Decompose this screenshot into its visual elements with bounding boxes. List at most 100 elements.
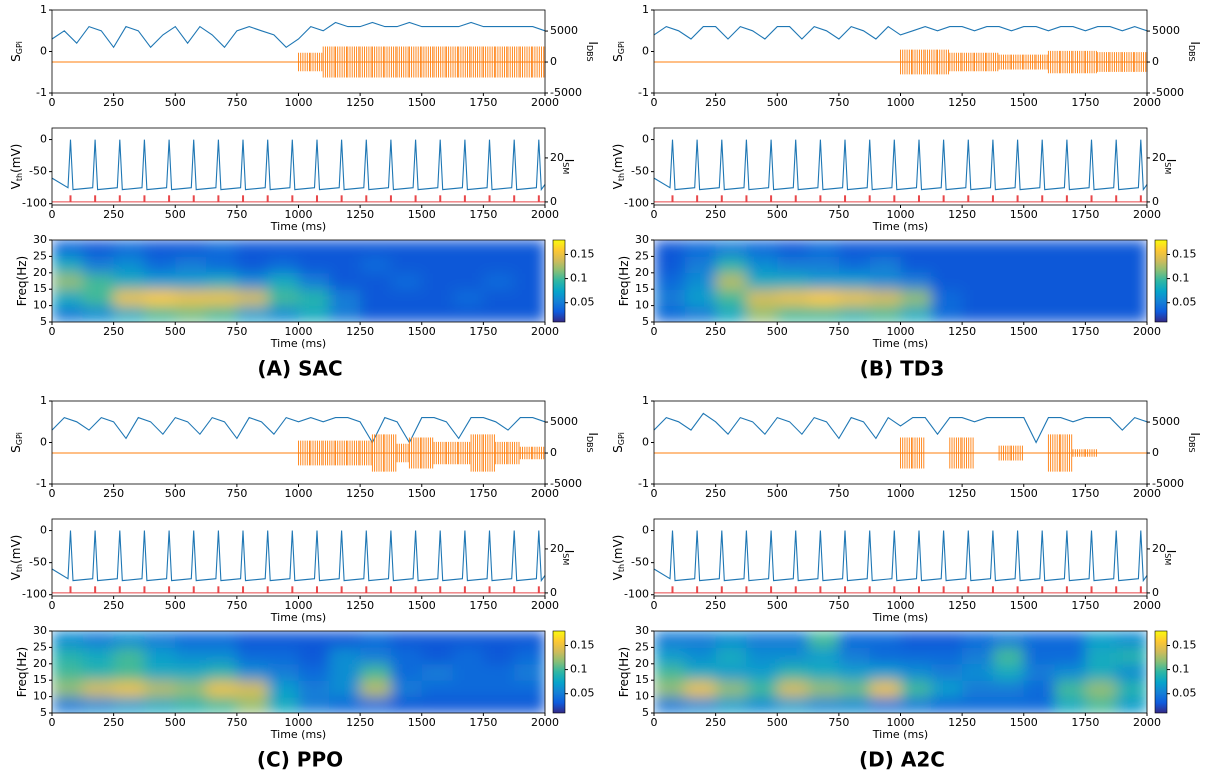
stim-burst bbox=[384, 46, 397, 78]
heat-cell bbox=[1116, 289, 1147, 307]
heat-cell bbox=[962, 256, 994, 274]
heat-cell bbox=[514, 289, 545, 307]
stim-pulse bbox=[1115, 195, 1118, 202]
stim-burst bbox=[421, 46, 434, 78]
heat-cell bbox=[746, 256, 778, 274]
colorbar bbox=[552, 630, 566, 714]
stim-pulse bbox=[1065, 195, 1068, 202]
heat-cell bbox=[777, 256, 809, 274]
heat-cell bbox=[715, 305, 748, 322]
x-tick-label: 1000 bbox=[285, 325, 313, 338]
heat-cell bbox=[715, 631, 748, 648]
x-tick-label: 1250 bbox=[346, 325, 374, 338]
heat-cell bbox=[360, 631, 392, 648]
y-tick-label: 30 bbox=[33, 233, 47, 246]
heat-cell bbox=[452, 631, 484, 648]
heat-cell bbox=[808, 647, 840, 665]
heat-cell bbox=[236, 680, 269, 698]
y-axis-label-part: th bbox=[15, 564, 24, 572]
heat-cell bbox=[390, 663, 423, 681]
y-tick-label: 0 bbox=[40, 45, 47, 58]
heat-cell bbox=[144, 240, 176, 257]
heat-cell bbox=[206, 240, 238, 257]
colorbar-tick-label: 0.15 bbox=[1172, 638, 1197, 651]
heat-cell bbox=[421, 256, 454, 274]
stim-pulse bbox=[770, 586, 773, 593]
heat-cell bbox=[267, 256, 300, 274]
y2-axis-label-part: DBS bbox=[1188, 45, 1197, 62]
y-axis-label-part: th bbox=[15, 173, 24, 181]
y2-axis-label-part: I bbox=[1165, 550, 1179, 554]
heat-cell bbox=[1023, 647, 1056, 665]
heatmap-cells bbox=[654, 631, 1147, 713]
heat-cell bbox=[144, 696, 176, 713]
stim-pulse bbox=[266, 195, 269, 202]
stim-burst bbox=[371, 434, 384, 472]
heat-cell bbox=[329, 647, 361, 665]
x-axis-label: Time (ms) bbox=[872, 220, 928, 233]
colorbar-tick-label: 0.1 bbox=[570, 272, 588, 285]
x-tick-label: 2000 bbox=[1133, 716, 1161, 729]
y-axis-label: SGPi bbox=[611, 432, 626, 453]
y-tick-label: 1 bbox=[642, 3, 649, 16]
heat-cell bbox=[1023, 680, 1056, 698]
heat-cell bbox=[777, 663, 809, 681]
heat-cell bbox=[144, 289, 176, 307]
heat-cell bbox=[298, 289, 330, 307]
heat-cell bbox=[236, 663, 269, 681]
x-tick-label: 1250 bbox=[346, 96, 374, 109]
y-axis-label-part: (mV) bbox=[611, 535, 625, 564]
x-tick-label: 1250 bbox=[948, 96, 976, 109]
stim-pulse bbox=[745, 195, 748, 202]
stim-burst bbox=[900, 49, 912, 75]
heat-cell bbox=[236, 647, 269, 665]
heat-cell bbox=[654, 663, 686, 681]
heat-cell bbox=[175, 680, 207, 698]
heat-cell bbox=[1023, 696, 1056, 713]
panel-caption: (A) SAC bbox=[257, 357, 342, 381]
y2-tick-label: 0 bbox=[550, 446, 557, 459]
stim-burst bbox=[1047, 50, 1060, 74]
y-tick-label: 10 bbox=[33, 299, 47, 312]
stim-pulse bbox=[991, 586, 994, 593]
stim-pulse bbox=[794, 586, 797, 593]
stim-burst bbox=[458, 46, 471, 78]
y-tick-label: 0 bbox=[40, 133, 47, 146]
y-axis-label-part: Freq(Hz) bbox=[15, 256, 29, 306]
heat-cell bbox=[298, 696, 330, 713]
stim-pulse bbox=[720, 586, 723, 593]
y2-axis-label-part: I bbox=[563, 550, 577, 554]
heat-cell bbox=[654, 305, 686, 322]
stim-pulse bbox=[696, 195, 699, 202]
stim-pulse bbox=[291, 195, 294, 202]
y-tick-label: 5 bbox=[40, 315, 47, 328]
stim-burst bbox=[322, 440, 335, 466]
heat-cell bbox=[1085, 647, 1117, 665]
x-tick-label: 1750 bbox=[1071, 325, 1099, 338]
x-axis-label: Time (ms) bbox=[872, 728, 928, 741]
x-tick-label: 2000 bbox=[531, 325, 559, 338]
x-tick-label: 1250 bbox=[346, 487, 374, 500]
stim-burst bbox=[1121, 52, 1134, 72]
heat-cell bbox=[746, 696, 778, 713]
y-tick-label: 15 bbox=[635, 673, 649, 686]
x-tick-label: 1250 bbox=[346, 716, 374, 729]
heat-cell bbox=[52, 256, 84, 274]
panel-caption: (B) TD3 bbox=[860, 357, 945, 381]
stim-burst bbox=[1072, 449, 1085, 457]
y2-axis-label: ISM bbox=[562, 159, 577, 175]
heat-cell bbox=[992, 647, 1025, 665]
heat-cell bbox=[514, 647, 545, 665]
x-tick-label: 1500 bbox=[1010, 716, 1038, 729]
stim-burst bbox=[1047, 434, 1060, 472]
stim-burst bbox=[421, 437, 434, 469]
panel-caption: (C) PPO bbox=[257, 748, 343, 771]
heat-cell bbox=[1023, 256, 1056, 274]
y-tick-label: 25 bbox=[635, 249, 649, 262]
y-axis-label: SGPi bbox=[9, 41, 24, 62]
stim-burst bbox=[519, 446, 532, 460]
heat-cell bbox=[992, 696, 1025, 713]
heat-cell bbox=[360, 272, 392, 290]
heatmap-cells bbox=[654, 240, 1147, 322]
